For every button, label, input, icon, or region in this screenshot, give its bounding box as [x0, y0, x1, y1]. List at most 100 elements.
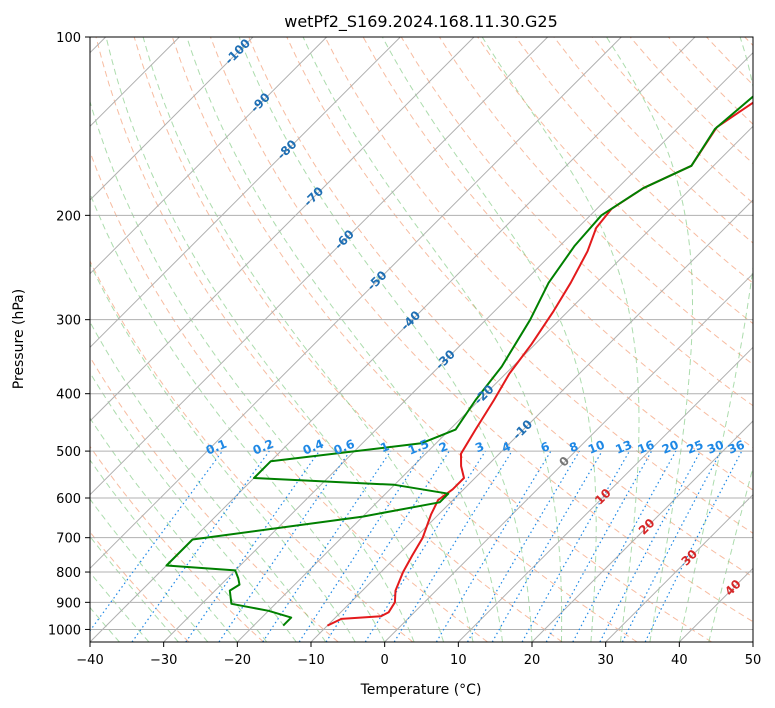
moist-adiabat-line [186, 37, 503, 642]
mixing-ratio-label: 20 [660, 438, 681, 457]
moist-adiabat-line [90, 371, 297, 642]
moist-adiabat-line [381, 37, 597, 642]
x-tick-label: −20 [224, 653, 251, 668]
moist-adiabats [90, 37, 753, 642]
mixing-ratio-label: 0.1 [204, 437, 229, 458]
dry-adiabat-line [668, 37, 753, 125]
isotherm-line [90, 37, 622, 570]
y-tick-label: 400 [56, 388, 81, 403]
moist-adiabat-line [90, 262, 356, 642]
isotherm-line [310, 199, 753, 642]
dry-adiabat-line [591, 37, 753, 204]
x-tick-label: 50 [745, 653, 762, 668]
mixing-ratio-line [545, 450, 653, 642]
dry-adiabat-line [515, 37, 753, 284]
moist-adiabat-line [90, 321, 327, 642]
y-axis-ticks: 100 200 300 400 500 600 700 800 900 1000 [48, 31, 90, 638]
mixing-ratio-label: 30 [705, 438, 726, 457]
line-labels: -100-90-80-70-60-50-40-30-20-10010203040… [204, 37, 747, 599]
mixing-ratio-line [218, 450, 351, 642]
dry-adiabat-line [553, 37, 753, 244]
isotherm-line [90, 37, 328, 275]
mixing-ratio-label: 36 [726, 438, 747, 457]
x-tick-label: 20 [524, 653, 541, 668]
isotherm-line [752, 641, 753, 642]
moist-adiabat-line [142, 37, 474, 642]
dry-adiabat-line [90, 531, 190, 642]
dry-adiabat-line [286, 37, 753, 534]
mixing-ratio-line [298, 450, 425, 642]
dry-adiabat-line [90, 445, 264, 642]
mixing-ratio-label: 10 [586, 438, 607, 457]
moist-adiabat-line [105, 37, 445, 642]
x-tick-label: 30 [597, 653, 614, 668]
mixing-ratio-lines [90, 450, 743, 642]
y-tick-label: 600 [56, 492, 81, 507]
y-tick-label: 700 [56, 532, 81, 547]
moist-adiabat-line [238, 37, 533, 642]
isotherm-line [457, 346, 753, 642]
moist-adiabat-line [90, 99, 415, 642]
isotherm-line [605, 493, 753, 642]
moist-adiabat-line [90, 498, 209, 642]
isotherm-line [90, 37, 254, 201]
isotherm-line [384, 272, 753, 642]
dry-adiabat-line [90, 356, 339, 642]
mixing-ratio-label: 13 [613, 438, 634, 457]
x-tick-label: −30 [150, 653, 177, 668]
y-tick-label: 500 [56, 445, 81, 460]
moist-adiabat-line [606, 37, 693, 642]
dry-adiabat-line [133, 37, 638, 642]
moist-adiabat-line [302, 37, 563, 642]
dry-adiabat-line [95, 37, 563, 642]
plot-frame [89, 36, 754, 643]
moist-adiabat-line [678, 37, 753, 642]
moist-adiabat-line [708, 465, 753, 642]
mixing-ratio-line [262, 450, 392, 642]
mixing-ratio-line [393, 450, 513, 642]
y-tick-label: 200 [56, 209, 81, 224]
x-axis-label: Temperature (°C) [360, 682, 482, 698]
y-tick-label: 800 [56, 566, 81, 581]
moist-adiabat-line [90, 459, 238, 642]
y-tick-label: 100 [56, 31, 81, 46]
dry-adiabats [90, 37, 753, 642]
mixing-ratio-line [131, 450, 270, 642]
isotherm-line [90, 37, 475, 422]
mixing-ratio-label: 16 [636, 438, 657, 457]
series-lines [165, 95, 753, 627]
dry-adiabat-line [438, 37, 753, 366]
dry-adiabat-line [324, 37, 753, 491]
mixing-ratio-line [521, 450, 631, 642]
x-tick-label: −40 [76, 653, 103, 668]
dry-adiabat-line [90, 150, 488, 642]
x-tick-label: 10 [450, 653, 467, 668]
mixing-ratio-line [466, 450, 580, 642]
dry-adiabat-line [90, 259, 414, 642]
mixing-ratio-label: 6 [539, 439, 552, 455]
moist-adiabat-line [90, 192, 386, 642]
isotherm-line [90, 37, 401, 349]
isotherm-line [163, 51, 753, 642]
x-tick-label: 40 [671, 653, 688, 668]
dry-adiabat-line [171, 37, 712, 642]
y-axis-label: Pressure (hPa) [11, 289, 27, 389]
moist-adiabat-line [90, 571, 150, 642]
y-tick-label: 900 [56, 596, 81, 611]
plot-area: -100-90-80-70-60-50-40-30-20-10010203040… [90, 37, 753, 642]
mixing-ratio-label: 0.2 [251, 437, 276, 458]
y-tick-label: 1000 [48, 623, 81, 638]
x-tick-label: 0 [381, 653, 389, 668]
x-tick-label: −10 [297, 653, 324, 668]
moist-adiabat-line [481, 37, 640, 642]
mixing-ratio-label: 0.6 [332, 437, 357, 458]
dry-adiabat-line [744, 37, 753, 47]
x-axis-ticks: −40 −30 −20 −10 0 10 20 30 40 50 [76, 642, 761, 668]
mixing-ratio-line [90, 450, 223, 632]
y-tick-label: 300 [56, 314, 81, 329]
dry-adiabat-line [248, 37, 753, 578]
isotherms [90, 37, 753, 642]
moist-adiabat-line [90, 417, 268, 642]
mixing-ratio-label: 8 [567, 439, 580, 455]
mixing-ratio-label: 3 [473, 439, 486, 455]
